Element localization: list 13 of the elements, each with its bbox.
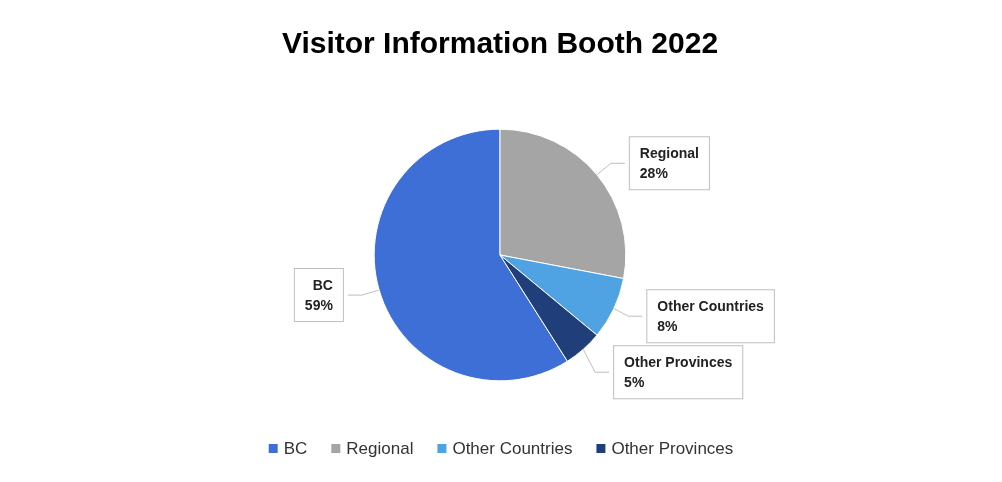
slice-label: BC: [312, 277, 333, 294]
legend-label: Other Countries: [452, 439, 573, 458]
legend-label: Other Provinces: [611, 439, 734, 458]
data-label: 28%: [639, 165, 669, 182]
data-label: 8%: [657, 318, 679, 335]
slice-label: Other Countries: [657, 298, 765, 315]
data-label: 5%: [624, 374, 645, 391]
legend-label: Regional: [346, 439, 414, 458]
legend-label: BC: [283, 439, 308, 458]
data-label: 59%: [304, 297, 334, 314]
slice-label: Other Provinces: [624, 354, 733, 371]
slice-label: Regional: [639, 145, 699, 162]
chart-title: Visitor Information Booth 2022: [281, 25, 719, 59]
